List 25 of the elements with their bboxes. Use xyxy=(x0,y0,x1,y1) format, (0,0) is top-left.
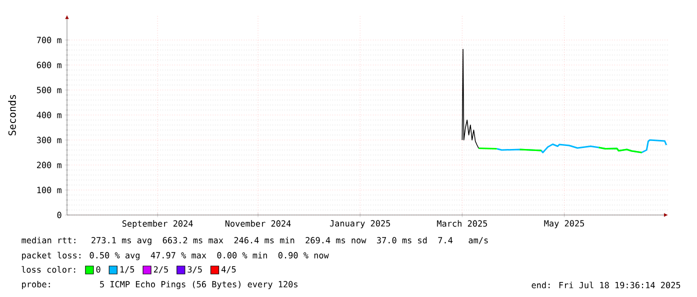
text: probe: 5 ICMP Echo Pings (56 Bytes) every 120s xyxy=(22,280,298,290)
x-tick-label: March 2025 xyxy=(437,220,487,227)
y-tick-label: 600 m xyxy=(36,62,62,68)
legend-label: 0 xyxy=(96,266,100,273)
y-tick-label: 300 m xyxy=(36,136,62,144)
text: end: Fri Jul 18 19:36:14 2025 xyxy=(532,282,680,288)
line-series xyxy=(462,48,480,149)
y-tick-label: 700 m xyxy=(36,36,62,44)
y-axis-title: Seconds xyxy=(8,94,16,136)
legend-label: 3/5 xyxy=(188,266,202,274)
y-tick-label: 500 m xyxy=(36,86,62,94)
y-tick-label: 400 m xyxy=(36,112,62,118)
x-tick-label: September 2024 xyxy=(122,220,193,228)
legend-label: 1/5 xyxy=(120,266,134,274)
y-tick-label: 200 m xyxy=(36,162,62,168)
legend-title: loss color: xyxy=(22,266,76,273)
x-tick-label: May 2025 xyxy=(544,220,584,228)
x-tick-label: January 2025 xyxy=(330,220,390,228)
text: median rtt: 273.1 ms avg 663.2 ms max 246.4 ms min 269.4 ms now 37.0 ms sd 7.4 am/s xyxy=(22,236,488,246)
y-tick-label: 0 xyxy=(57,212,62,218)
text: packet loss: 0.50 % avg 47.97 % max 0.00 % min 0.90 % now xyxy=(22,252,329,260)
y-tick-label: 100 m xyxy=(37,186,62,194)
legend-label: 4/5 xyxy=(221,266,236,274)
x-tick-label: November 2024 xyxy=(225,220,291,227)
legend-label: 2/5 xyxy=(154,266,168,274)
